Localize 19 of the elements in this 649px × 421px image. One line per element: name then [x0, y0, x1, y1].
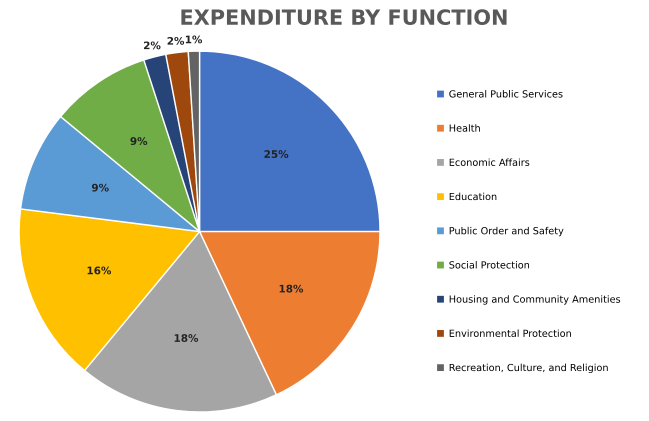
- data-label: 2%: [144, 41, 161, 50]
- data-label: 2%: [168, 36, 184, 45]
- data-label: 1%: [186, 36, 202, 44]
- chart-title: EXPENDITURE BY FUNCTION: [181, 9, 507, 25]
- legend-label: Economic Affairs: [450, 158, 530, 166]
- data-label: 25%: [264, 150, 288, 158]
- data-label: 9%: [130, 137, 148, 146]
- data-label: 18%: [280, 284, 304, 293]
- legend-label: Environmental Protection: [450, 329, 571, 337]
- data-label: 9%: [92, 184, 109, 192]
- legend-label: Health: [450, 124, 480, 132]
- legend-label: Public Order and Safety: [450, 226, 564, 236]
- legend-label: Social Protection: [449, 261, 530, 269]
- data-label: 18%: [174, 334, 198, 342]
- legend-label: General Public Services: [449, 90, 563, 98]
- legend-label: Housing and Community Amenities: [450, 295, 620, 305]
- data-label: 16%: [88, 266, 112, 274]
- legend-label: Education: [450, 192, 496, 200]
- legend-label: Recreation, Culture, and Religion: [450, 364, 608, 374]
